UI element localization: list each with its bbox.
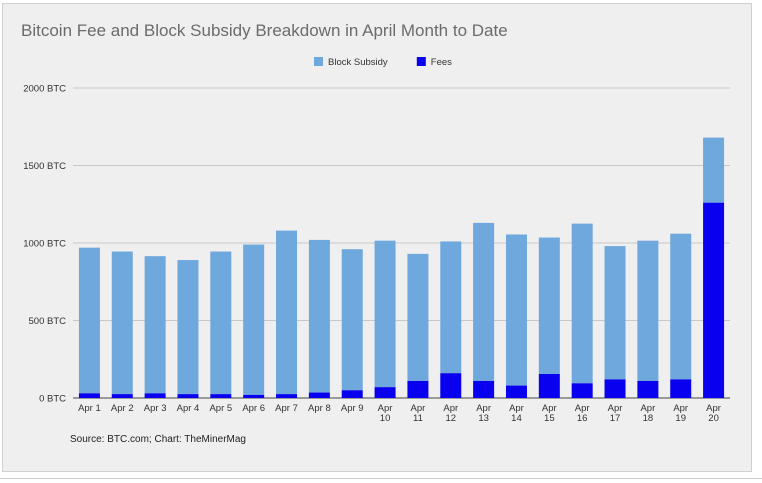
bar-block-subsidy [374,240,396,388]
bar-block-subsidy [341,249,363,391]
x-tick-label: Apr 7 [275,403,298,414]
x-tick-label: Apr 13 [476,403,491,424]
bar-fees [177,394,199,398]
bar-fees [243,394,265,398]
chart-source: Source: BTC.com; Chart: TheMinerMag [70,434,246,445]
bar-fees [341,390,363,398]
bar-fees [440,373,462,398]
bar-fees [538,373,560,398]
legend-label: Fees [431,57,452,68]
bar-fees [78,393,100,398]
x-tick-label: Apr 9 [341,403,364,414]
x-tick-label: Apr 11 [411,403,426,424]
x-tick-label: Apr 3 [144,403,167,414]
x-tick-label: Apr 18 [640,403,655,424]
bar-block-subsidy [637,240,659,381]
bar-block-subsidy [670,233,692,380]
bar-block-subsidy [177,260,199,395]
bar-fees [144,393,166,398]
x-tick-label: Apr 2 [111,403,134,414]
legend-swatch [416,57,426,66]
x-tick-label: Apr 14 [509,403,524,424]
legend-label: Block Subsidy [328,57,388,68]
chart-title: Bitcoin Fee and Block Subsidy Breakdown … [21,21,508,40]
x-tick-label: Apr 8 [308,403,331,414]
bar-block-subsidy [473,222,495,381]
bar-block-subsidy [308,239,330,393]
y-tick-label: 1500 BTC [23,161,66,172]
x-tick-label: Apr 5 [209,403,232,414]
bar-block-subsidy [243,244,265,395]
legend-swatch [314,57,323,66]
bar-fees [473,380,495,398]
bar-block-subsidy [407,253,429,381]
bar-fees [407,380,429,398]
y-tick-label: 2000 BTC [23,84,66,95]
bar-block-subsidy [571,223,593,384]
bar-fees [637,380,659,398]
bar-block-subsidy [111,251,133,395]
bar-fees [308,392,330,398]
bar-fees [703,202,725,398]
bar-block-subsidy [505,234,527,386]
x-tick-label: Apr 20 [706,403,721,424]
bar-block-subsidy [144,256,166,394]
x-tick-label: Apr 15 [542,403,557,424]
bar-fees [571,383,593,398]
x-tick-label: Apr 17 [608,403,623,424]
bar-fees [604,379,626,398]
x-tick-label: Apr 19 [673,403,688,424]
bar-block-subsidy [604,246,626,380]
bar-fees [111,394,133,398]
x-tick-label: Apr 12 [443,403,458,424]
x-tick-label: Apr 1 [78,403,101,414]
y-tick-label: 1000 BTC [23,239,66,250]
divider [0,478,762,479]
bar-block-subsidy [703,137,725,203]
y-tick-label: 0 BTC [39,394,66,405]
bar-fees [670,379,692,398]
bar-fees [374,387,396,398]
bar-fees [505,385,527,398]
y-tick-label: 500 BTC [29,316,67,327]
x-tick-label: Apr 6 [242,403,265,414]
x-tick-label: Apr 16 [575,403,590,424]
bar-block-subsidy [276,230,298,395]
bar-block-subsidy [78,247,100,394]
x-tick-label: Apr 4 [177,403,200,414]
bar-fees [210,394,232,398]
x-tick-label: Apr 10 [378,403,393,424]
bar-fees [276,394,298,398]
bar-block-subsidy [440,241,462,374]
bar-block-subsidy [538,237,560,374]
bar-block-subsidy [210,251,232,395]
